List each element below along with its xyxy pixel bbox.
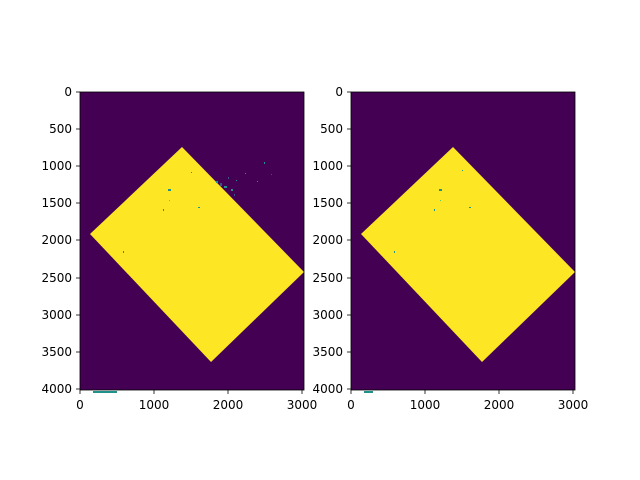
speckle (264, 162, 265, 164)
x-tick-label: 2000 (213, 398, 244, 412)
speckle-inner (462, 170, 463, 171)
speckle (216, 181, 218, 183)
x-tick-label: 2000 (484, 398, 515, 412)
speckle (228, 177, 229, 179)
right-x-axis: 0 1000 2000 3000 (347, 390, 588, 412)
speckle (220, 183, 222, 186)
y-tick-label: 500 (320, 122, 343, 136)
y-tick-label: 500 (49, 122, 72, 136)
y-tick-label: 2000 (312, 233, 343, 247)
speckle-inner (394, 251, 395, 253)
speckle-inner (123, 251, 124, 253)
speckle-edge (364, 391, 373, 393)
speckle (234, 194, 235, 196)
speckle (224, 186, 227, 188)
y-tick-label: 2000 (41, 233, 72, 247)
speckle (236, 180, 237, 181)
speckle-inner (198, 207, 200, 208)
speckle-inner (469, 207, 471, 208)
speckle-inner (434, 209, 435, 211)
speckle-inner (163, 209, 164, 211)
x-tick-label: 3000 (558, 398, 589, 412)
left-y-axis: 0 500 1000 1500 2000 2500 3000 3500 4000 (41, 85, 80, 396)
x-tick-label: 1000 (410, 398, 441, 412)
speckle (257, 181, 258, 182)
speckle-inner (439, 189, 442, 191)
speckle-inner (440, 200, 441, 201)
speckle (271, 174, 272, 175)
y-tick-label: 3000 (41, 308, 72, 322)
y-tick-label: 4000 (41, 382, 72, 396)
x-tick-label: 3000 (287, 398, 318, 412)
y-tick-label: 3500 (312, 345, 343, 359)
y-tick-label: 0 (335, 85, 343, 99)
y-tick-label: 1500 (41, 196, 72, 210)
y-tick-label: 1000 (41, 159, 72, 173)
right-panel: 0 1000 2000 3000 0 500 1000 1500 2000 25… (312, 85, 588, 412)
speckle-inner (168, 189, 171, 191)
speckle-edge (93, 391, 117, 393)
speckle-inner (191, 172, 192, 173)
left-x-axis: 0 1000 2000 3000 (76, 390, 317, 412)
left-panel: 0 1000 2000 3000 0 500 1000 1500 2000 25… (41, 85, 317, 412)
y-tick-label: 4000 (312, 382, 343, 396)
y-tick-label: 0 (64, 85, 72, 99)
y-tick-label: 2500 (41, 271, 72, 285)
y-tick-label: 3000 (312, 308, 343, 322)
y-tick-label: 1000 (312, 159, 343, 173)
y-tick-label: 2500 (312, 271, 343, 285)
x-tick-label: 0 (347, 398, 355, 412)
x-tick-label: 0 (76, 398, 84, 412)
speckle-inner (169, 200, 170, 201)
right-y-axis: 0 500 1000 1500 2000 2500 3000 3500 4000 (312, 85, 351, 396)
speckle (245, 173, 246, 174)
x-tick-label: 1000 (139, 398, 170, 412)
y-tick-label: 3500 (41, 345, 72, 359)
speckle (231, 189, 233, 191)
y-tick-label: 1500 (312, 196, 343, 210)
